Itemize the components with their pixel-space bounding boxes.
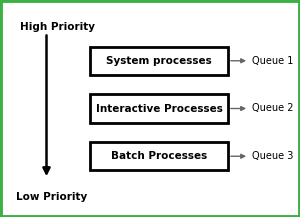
Text: System processes: System processes bbox=[106, 56, 212, 66]
Bar bbox=[90, 94, 228, 123]
Text: Batch Processes: Batch Processes bbox=[111, 151, 207, 161]
Text: Queue 3: Queue 3 bbox=[252, 151, 293, 161]
Text: Low Priority: Low Priority bbox=[16, 192, 88, 202]
Bar bbox=[90, 142, 228, 170]
Text: Interactive Processes: Interactive Processes bbox=[96, 104, 222, 113]
Bar bbox=[90, 47, 228, 75]
Text: High Priority: High Priority bbox=[20, 22, 94, 32]
Text: Queue 2: Queue 2 bbox=[252, 104, 293, 113]
Text: Queue 1: Queue 1 bbox=[252, 56, 293, 66]
